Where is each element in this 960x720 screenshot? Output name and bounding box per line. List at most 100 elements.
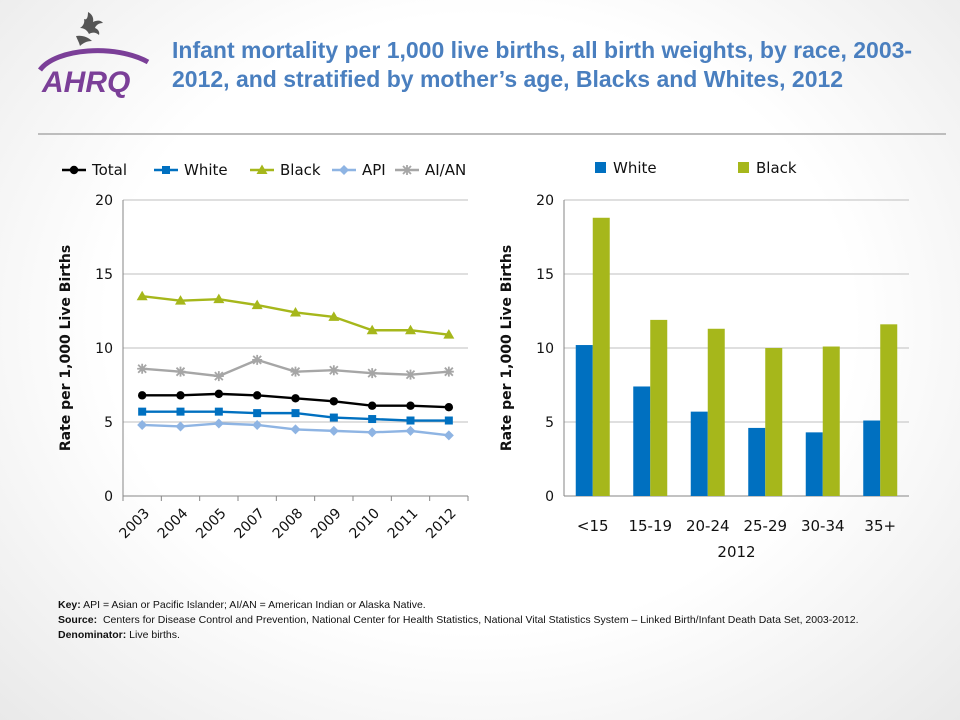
x-tick-label: <15 bbox=[577, 517, 609, 535]
marker-black-4 bbox=[290, 306, 301, 317]
y-tick-label: 10 bbox=[95, 341, 113, 357]
y-tick-label: 20 bbox=[95, 193, 113, 209]
legend-item: Black bbox=[250, 161, 321, 179]
marker-white-legend bbox=[162, 166, 170, 174]
marker-api-legend bbox=[339, 165, 349, 175]
bar-white-5 bbox=[863, 420, 881, 496]
legend-label: API bbox=[362, 161, 386, 179]
marker-aian-0 bbox=[137, 363, 148, 374]
marker-api-1 bbox=[175, 421, 186, 432]
marker-api-0 bbox=[137, 419, 148, 430]
marker-api-5 bbox=[328, 425, 339, 436]
marker-black-7 bbox=[405, 324, 416, 335]
marker-total-3 bbox=[252, 391, 262, 400]
legend-label: AI/AN bbox=[425, 161, 466, 179]
marker-black-5 bbox=[328, 311, 340, 321]
bar-black-3 bbox=[765, 348, 783, 496]
marker-white-7 bbox=[406, 416, 415, 425]
y-tick-label: 15 bbox=[536, 267, 554, 283]
marker-white-3 bbox=[253, 409, 262, 418]
marker-api-8 bbox=[443, 430, 454, 441]
series-white bbox=[138, 407, 453, 425]
marker-api-2 bbox=[213, 418, 224, 429]
x-tick-label: 2008 bbox=[270, 506, 307, 543]
bar-white-3 bbox=[748, 427, 766, 496]
y-tick-label: 5 bbox=[545, 415, 554, 431]
page-title: Infant mortality per 1,000 live births, … bbox=[172, 37, 913, 92]
marker-total-1 bbox=[176, 391, 185, 400]
marker-aian-3 bbox=[252, 354, 263, 365]
key-note: Key: API = Asian or Pacific Islander; AI… bbox=[58, 599, 426, 611]
marker-white-5 bbox=[329, 413, 338, 422]
bar-chart: 0 5 10 15 20 Rate per 1,000 Live Births <15 15-… bbox=[499, 159, 909, 561]
legend-label: Total bbox=[91, 161, 127, 179]
series-api bbox=[137, 418, 454, 441]
x-tick-label: 2011 bbox=[385, 506, 422, 543]
marker-total-5 bbox=[329, 397, 339, 406]
bar-black-5 bbox=[880, 324, 898, 496]
legend-item: White bbox=[154, 161, 228, 179]
x-tick-label: 20-24 bbox=[686, 517, 730, 535]
bar-white-2 bbox=[690, 411, 708, 496]
y-tick-label: 0 bbox=[104, 489, 113, 505]
legend-item: AI/AN bbox=[395, 161, 466, 179]
marker-aian-6 bbox=[367, 368, 378, 379]
marker-black-1 bbox=[175, 295, 186, 305]
series-black bbox=[136, 290, 455, 339]
marker-white-4 bbox=[291, 409, 300, 418]
legend-label: White bbox=[184, 161, 228, 179]
x-axis-label: 2012 bbox=[717, 543, 755, 561]
marker-black-2 bbox=[213, 293, 225, 304]
marker-white-8 bbox=[444, 416, 453, 425]
y-axis-label: Rate per 1,000 Live Births bbox=[499, 245, 515, 451]
series-aian bbox=[137, 354, 454, 382]
marker-black-legend bbox=[256, 164, 268, 174]
marker-black-0 bbox=[136, 290, 148, 301]
marker-aian-5 bbox=[328, 365, 339, 376]
y-tick-label: 0 bbox=[545, 489, 554, 505]
series-total bbox=[137, 389, 454, 412]
marker-aian-4 bbox=[290, 366, 301, 377]
ahrq-logo: AHRQ bbox=[37, 12, 150, 98]
x-tick-label: 2005 bbox=[193, 506, 230, 543]
marker-total-8 bbox=[444, 403, 454, 412]
legend-swatch bbox=[595, 162, 606, 173]
legend-item: Total bbox=[62, 161, 127, 179]
y-axis-label: Rate per 1,000 Live Births bbox=[58, 245, 74, 451]
legend-label: Black bbox=[280, 161, 321, 179]
legend-swatch bbox=[738, 162, 749, 173]
line-chart-legend: Total White Black API AI/AN bbox=[62, 161, 466, 179]
x-tick-label: 2003 bbox=[116, 506, 153, 543]
marker-aian-1 bbox=[175, 366, 186, 377]
marker-white-1 bbox=[176, 407, 185, 416]
marker-api-7 bbox=[405, 425, 416, 436]
marker-aian-8 bbox=[443, 366, 454, 377]
bar-black-0 bbox=[592, 217, 610, 496]
bar-white-1 bbox=[633, 386, 651, 496]
marker-black-6 bbox=[366, 324, 378, 335]
legend-item: API bbox=[332, 161, 386, 179]
marker-white-6 bbox=[368, 415, 377, 424]
marker-total-legend bbox=[69, 165, 79, 175]
marker-aian-legend bbox=[402, 165, 412, 175]
x-tick-label: 2007 bbox=[231, 506, 268, 543]
marker-total-0 bbox=[137, 391, 147, 400]
marker-aian-7 bbox=[405, 369, 416, 380]
y-tick-label: 20 bbox=[536, 193, 554, 209]
hhs-eagle-icon bbox=[76, 12, 103, 46]
bar-black-1 bbox=[650, 319, 668, 496]
x-tick-label: 30-34 bbox=[801, 517, 845, 535]
footnotes: Key: API = Asian or Pacific Islander; AI… bbox=[58, 598, 918, 643]
denominator-note: Denominator: Live births. bbox=[58, 629, 180, 641]
marker-api-6 bbox=[367, 427, 378, 438]
x-tick-label: 35+ bbox=[864, 517, 896, 535]
x-tick-label: 2010 bbox=[346, 506, 383, 543]
x-tick-label: 2009 bbox=[308, 506, 345, 543]
marker-total-7 bbox=[406, 401, 415, 410]
logo-text: AHRQ bbox=[41, 66, 130, 98]
marker-total-4 bbox=[291, 394, 300, 403]
x-tick-label: 15-19 bbox=[628, 517, 672, 535]
bar-black-2 bbox=[707, 328, 725, 496]
marker-aian-2 bbox=[213, 371, 224, 382]
